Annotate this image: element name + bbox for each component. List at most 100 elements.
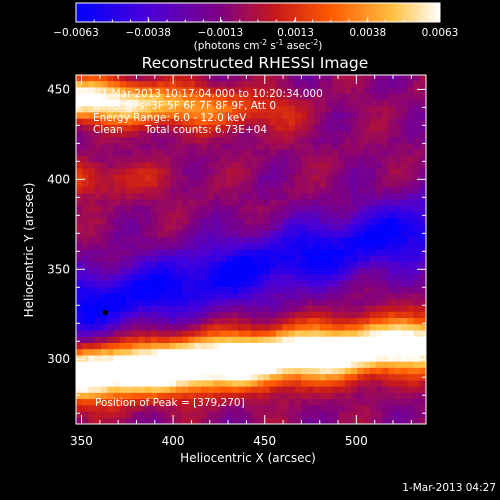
heatmap-cell [232,81,239,88]
heatmap-cell [344,230,352,238]
heatmap-cell [132,205,139,213]
heatmap-cell [176,417,183,425]
heatmap-cell [119,311,127,319]
heatmap-cell [257,243,264,250]
heatmap-cell [313,399,321,406]
heatmap-cell [188,355,196,363]
heatmap-cell [357,380,364,388]
heatmap-cell [263,318,271,325]
heatmap-cell [163,205,171,213]
heatmap-cell [282,305,289,313]
heatmap-cell [363,180,371,188]
heatmap-cell [401,311,408,319]
heatmap-cell [76,174,83,182]
heatmap-cell [401,81,408,88]
heatmap-cell [257,324,264,331]
heatmap-cell [94,361,102,369]
heatmap-cell [113,405,121,412]
heatmap-cell [213,280,221,288]
heatmap-cell [382,81,389,88]
heatmap-cell [94,212,102,219]
heatmap-cell [276,349,283,356]
heatmap-cell [363,399,371,406]
heatmap-cell [307,124,314,132]
heatmap-cell [382,411,389,419]
heatmap-cell [376,286,383,294]
heatmap-cell [169,156,177,163]
heatmap-cell [407,193,414,201]
heatmap-cell [194,280,202,288]
heatmap-cell [388,205,396,213]
heatmap-cell [94,392,102,400]
heatmap-cell [407,212,414,219]
heatmap-cell [107,212,114,219]
heatmap-cell [301,75,308,82]
heatmap-cell [401,243,408,250]
heatmap-cell [276,137,283,144]
heatmap-cell [407,417,414,425]
heatmap-cell [238,106,246,113]
heatmap-cell [388,342,396,350]
heatmap-cell [219,118,227,126]
heatmap-cell [213,224,221,232]
heatmap-cell [88,305,96,313]
heatmap-cell [182,392,189,400]
heatmap-cell [144,230,152,238]
heatmap-cell [369,330,377,338]
heatmap-cell [288,124,296,132]
heatmap-cell [382,293,389,300]
heatmap-cell [394,249,402,257]
heatmap-cell [219,205,227,213]
heatmap-cell [151,174,158,182]
heatmap-cell [263,112,271,120]
heatmap-cell [251,237,258,244]
heatmap-cell [163,87,171,95]
heatmap-cell [169,112,177,120]
heatmap-cell [132,131,139,138]
heatmap-cell [413,212,421,219]
heatmap-cell [182,131,189,138]
heatmap-cell [163,218,171,225]
heatmap-cell [276,355,283,363]
heatmap-cell [207,249,214,257]
heatmap-cell [157,386,164,394]
heatmap-cell [269,99,277,107]
heatmap-cell [263,187,271,194]
heatmap-cell [213,293,221,300]
heatmap-cell [369,361,377,369]
heatmap-cell [76,75,83,82]
heatmap-cell [213,149,221,157]
heatmap-cell [351,311,358,319]
heatmap-cell [107,318,114,325]
heatmap-cell [188,324,196,331]
heatmap-cell [257,93,264,101]
heatmap-cell [276,318,283,325]
heatmap-cell [332,386,339,394]
heatmap-cell [138,386,146,394]
heatmap-cell [319,230,327,238]
heatmap-cell [232,293,239,300]
heatmap-cell [182,93,189,101]
heatmap-cell [301,237,308,244]
heatmap-cell [188,243,196,250]
heatmap-cell [107,137,114,144]
heatmap-cell [169,349,177,356]
heatmap-cell [301,330,308,338]
heatmap-cell [338,99,346,107]
heatmap-cell [351,405,358,412]
heatmap-cell [157,243,164,250]
heatmap-cell [238,168,246,176]
heatmap-cell [232,280,239,288]
heatmap-cell [138,268,146,275]
heatmap-cell [82,224,89,232]
heatmap-cell [394,180,402,188]
heatmap-cell [251,274,258,282]
heatmap-cell [232,336,239,344]
heatmap-cell [113,336,121,344]
heatmap-cell [94,131,102,138]
heatmap-cell [401,193,408,201]
heatmap-cell [344,131,352,138]
heatmap-cell [338,162,346,169]
heatmap-cell [332,75,339,82]
heatmap-cell [376,392,383,400]
